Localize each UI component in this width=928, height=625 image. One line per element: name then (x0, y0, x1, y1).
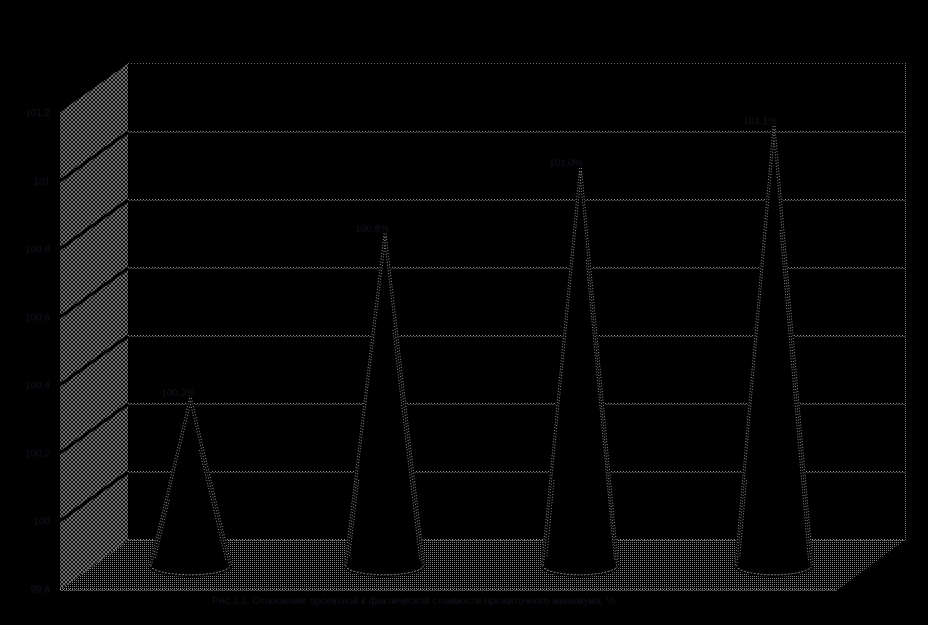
svg-text:100,4: 100,4 (25, 381, 50, 392)
svg-text:101,1%: 101,1% (743, 116, 777, 127)
svg-text:99,8: 99,8 (31, 585, 51, 596)
svg-text:101: 101 (33, 177, 50, 188)
svg-text:100,8%: 100,8% (355, 224, 389, 235)
svg-text:100,2: 100,2 (25, 449, 50, 460)
svg-text:100,3%: 100,3% (161, 388, 195, 399)
svg-text:100,6: 100,6 (25, 313, 50, 324)
svg-text:101,2: 101,2 (25, 108, 50, 119)
svg-text:100,8: 100,8 (25, 245, 50, 256)
svg-text:101,0%: 101,0% (549, 158, 583, 169)
svg-text:100: 100 (33, 517, 50, 528)
svg-text:Рис.3.3. Отношение проектной к: Рис.3.3. Отношение проектной к фактическ… (212, 595, 616, 607)
